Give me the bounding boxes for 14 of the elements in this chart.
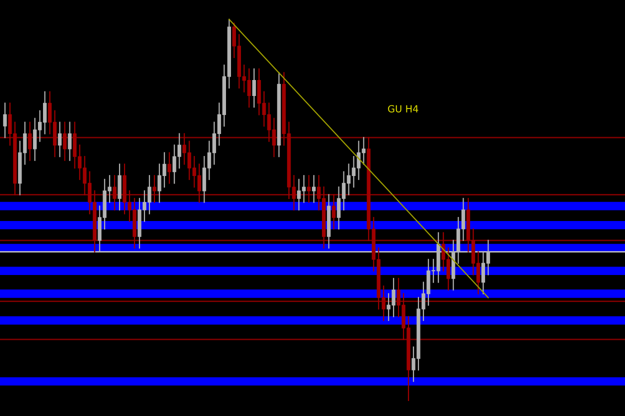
candlestick bbox=[62, 122, 67, 161]
candlestick bbox=[3, 102, 7, 138]
candlestick bbox=[332, 194, 336, 230]
candlestick bbox=[118, 164, 122, 210]
candlestick bbox=[252, 68, 256, 108]
candlestick bbox=[28, 122, 32, 161]
candlestick bbox=[312, 175, 316, 203]
candlestick bbox=[307, 175, 311, 203]
candlestick bbox=[68, 122, 72, 161]
candlestick bbox=[58, 122, 62, 158]
candlestick bbox=[152, 175, 156, 203]
annotation: GU H4 bbox=[388, 105, 418, 112]
candlestick bbox=[112, 175, 116, 210]
candlestick bbox=[168, 152, 172, 184]
